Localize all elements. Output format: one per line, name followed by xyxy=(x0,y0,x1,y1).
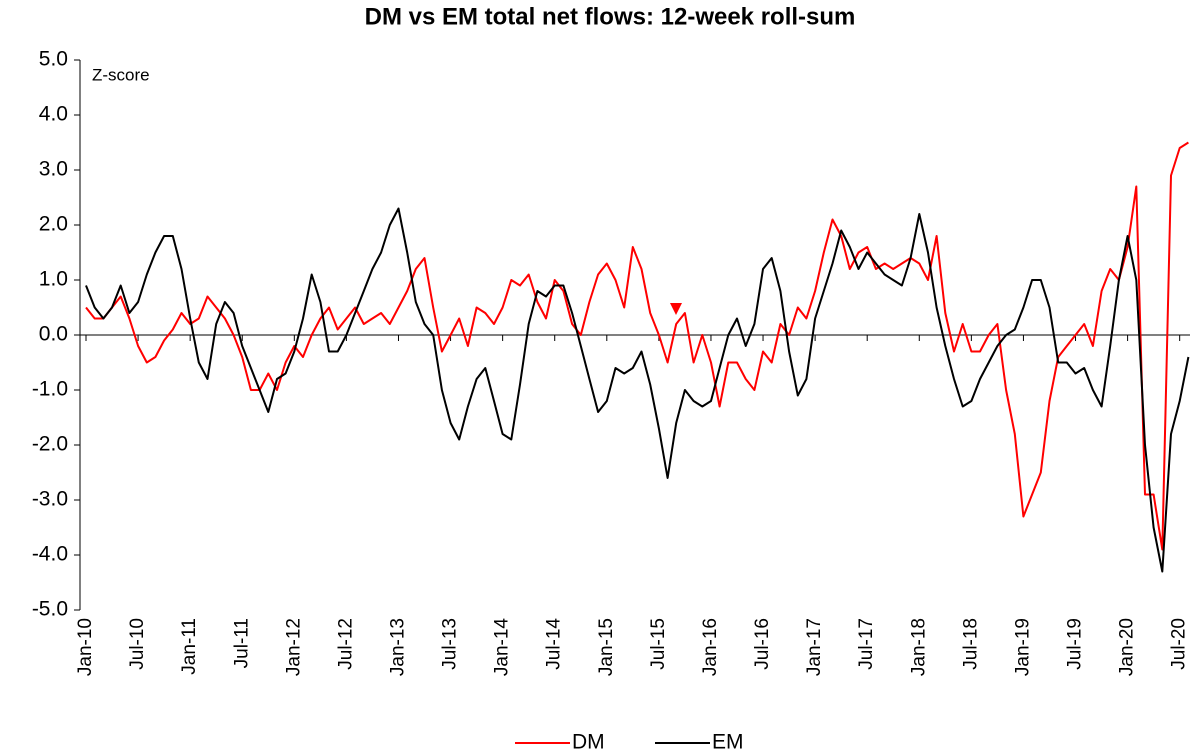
x-tick-label: Jul-14 xyxy=(544,618,565,670)
x-tick-label: Jan-19 xyxy=(1012,618,1033,676)
series-line xyxy=(85,207,1190,573)
x-tick-label: Jul-15 xyxy=(648,618,669,670)
x-tick-label: Jan-11 xyxy=(179,618,200,675)
x-tick-label: Jan-18 xyxy=(908,618,929,676)
y-tick-label: 4.0 xyxy=(39,103,68,126)
y-tick-label: 2.0 xyxy=(39,213,68,236)
series-line xyxy=(85,141,1189,551)
chart-title: DM vs EM total net flows: 12-week roll-s… xyxy=(365,3,856,30)
y-tick-label: -5.0 xyxy=(32,598,68,621)
x-tick-label: Jul-18 xyxy=(960,618,981,670)
x-tick-label: Jul-16 xyxy=(752,618,773,670)
annotation-marker xyxy=(670,303,682,315)
x-tick-label: Jul-11 xyxy=(231,618,252,668)
x-tick-label: Jul-20 xyxy=(1169,618,1190,670)
x-tick-label: Jan-10 xyxy=(75,618,96,676)
x-tick-label: Jul-10 xyxy=(127,618,148,670)
y-tick-label: -1.0 xyxy=(32,378,68,401)
y-tick-label: 0.0 xyxy=(39,323,68,346)
x-tick-label: Jul-19 xyxy=(1065,618,1086,670)
x-tick-label: Jan-13 xyxy=(387,618,408,676)
x-tick-label: Jul-13 xyxy=(440,618,461,670)
x-tick-label: Jul-12 xyxy=(335,618,356,670)
y-tick-label: 1.0 xyxy=(39,268,68,291)
x-tick-label: Jan-12 xyxy=(283,618,304,676)
y-tick-label: -4.0 xyxy=(32,543,68,566)
y-tick-label: 3.0 xyxy=(39,158,68,181)
y-tick-label: 5.0 xyxy=(39,48,68,71)
x-tick-label: Jan-20 xyxy=(1117,618,1138,676)
x-tick-label: Jan-14 xyxy=(492,618,513,677)
y-tick-label: -2.0 xyxy=(32,433,68,456)
y-tick-label: -3.0 xyxy=(32,488,68,511)
x-tick-label: Jan-17 xyxy=(804,618,825,676)
legend-label: EM xyxy=(712,731,744,754)
x-tick-label: Jul-17 xyxy=(856,618,877,670)
y-axis-label: Z-score xyxy=(92,65,150,84)
x-tick-label: Jan-15 xyxy=(596,618,617,676)
legend-label: DM xyxy=(572,731,605,754)
x-tick-label: Jan-16 xyxy=(700,618,721,676)
